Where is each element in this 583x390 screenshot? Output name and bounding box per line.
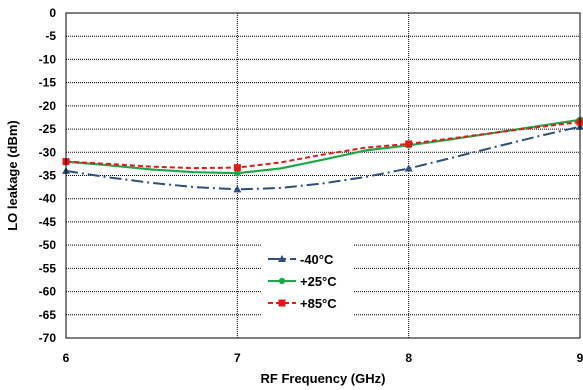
x-tick-label: 8 [405,351,412,365]
series-line [65,121,581,170]
y-tick-label: -55 [39,261,57,275]
legend-label: +25°C [300,274,337,289]
data-point [233,164,241,172]
x-tick-label: 9 [577,351,583,365]
data-point [234,169,241,177]
y-tick-label: -10 [39,52,57,66]
y-axis-title: LO leakage (dBm) [5,120,20,231]
y-tick-labels: 0 -5 -10 -15 -20 -25 -30 -35 -40 -45 -50 -55 -60 -65 -… [39,6,57,345]
y-tick-label: -30 [39,145,57,159]
data-point [404,164,413,172]
legend-item: +25°C [268,274,337,289]
plot-border [65,12,581,339]
y-tick-label: -20 [39,99,57,113]
x-tick-labels: 6 7 8 9 [63,351,583,365]
series-line [65,125,581,191]
y-tick-label: -15 [39,76,57,90]
y-tick-label: -35 [39,169,57,183]
legend-box [262,244,354,322]
data-point [233,185,242,193]
legend-label: +85°C [300,296,337,311]
y-tick-label: -5 [45,29,56,43]
y-tick-label: -45 [39,215,57,229]
y-tick-label: -70 [39,331,57,345]
legend-item: -40°C [268,252,334,267]
legend: -40°C +25°C +85°C [262,244,354,322]
series-line [65,118,581,175]
x-tick-label: 6 [63,351,70,365]
y-tick-label: -60 [39,285,57,299]
y-tick-label: -65 [39,308,57,322]
legend-item: +85°C [268,296,337,311]
x-tick-label: 7 [234,351,241,365]
data-point [405,140,413,148]
x-axis-title: RF Frequency (GHz) [261,371,386,386]
legend-marker [278,277,286,285]
y-tick-label: 0 [49,6,56,20]
y-tick-label: -50 [39,238,57,252]
y-tick-label: -40 [39,192,57,206]
legend-label: -40°C [300,252,334,267]
y-tick-label: -25 [39,122,57,136]
legend-marker [278,299,286,307]
legend-marker [278,255,286,262]
